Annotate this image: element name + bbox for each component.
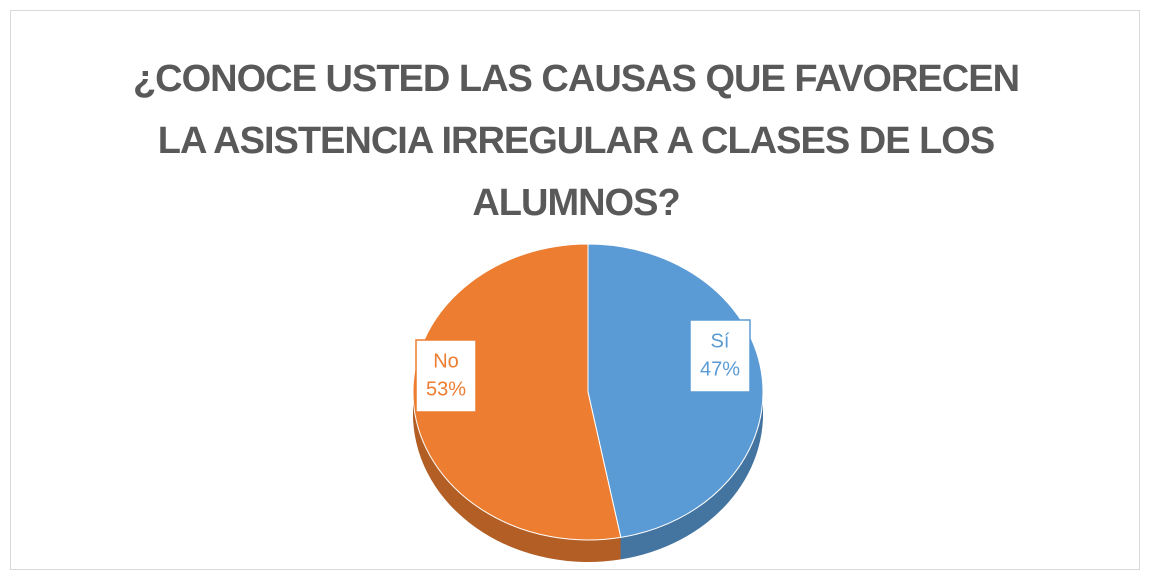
label-box [689, 319, 751, 393]
data-label: Sí 47% [689, 319, 751, 393]
data-label: No 53% [415, 339, 477, 413]
label-box [415, 339, 477, 413]
label-category: No [433, 350, 459, 372]
chart-title: ¿CONOCE USTED LAS CAUSAS QUE FAVORECEN L… [132, 58, 1020, 224]
slice [412, 243, 622, 541]
label-value: 47% [700, 358, 740, 380]
slice [587, 243, 764, 538]
label-category: Sí [711, 330, 730, 352]
label-value: 53% [426, 378, 466, 400]
